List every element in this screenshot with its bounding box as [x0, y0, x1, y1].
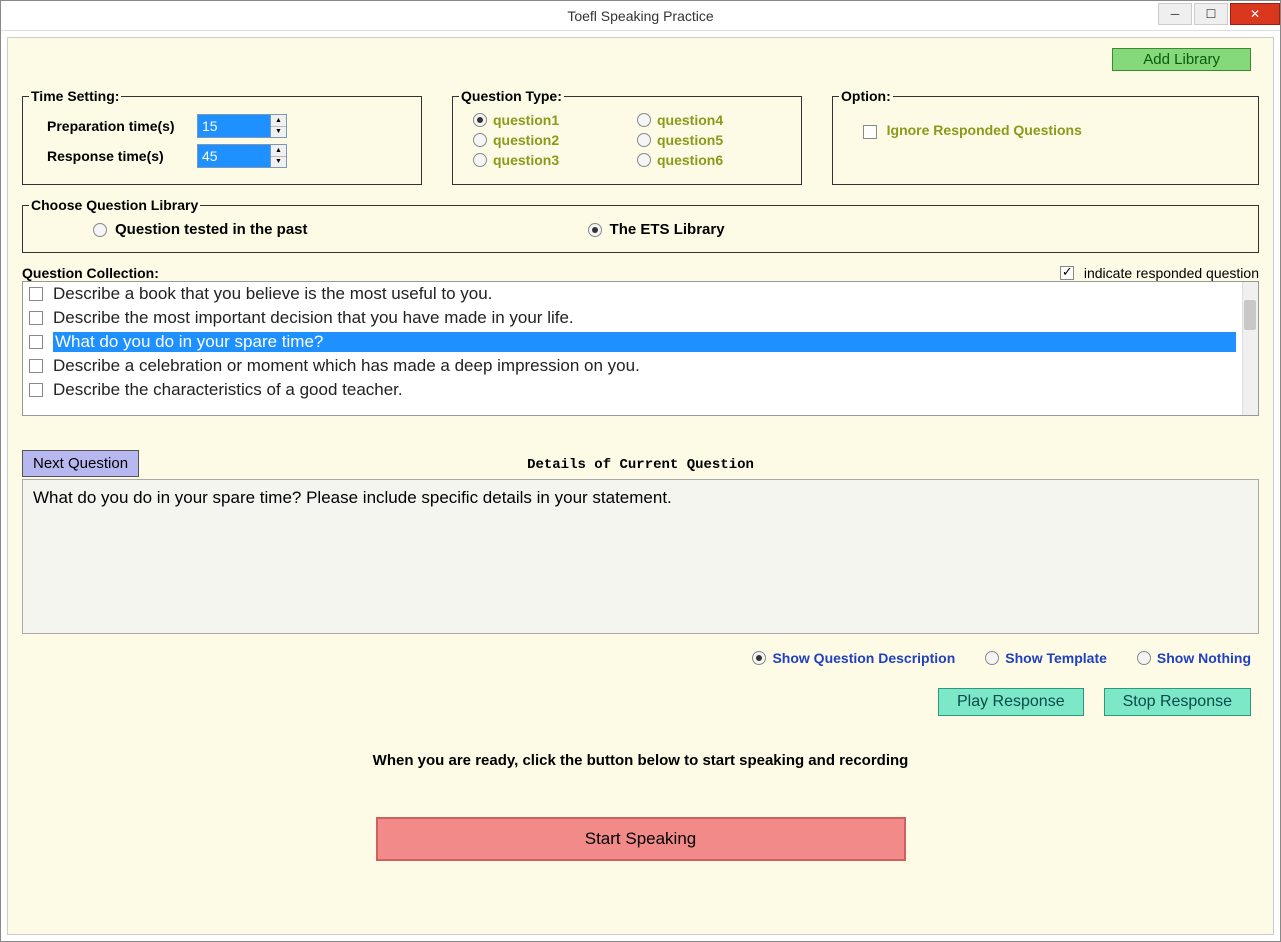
library-legend: Choose Question Library	[29, 197, 200, 213]
titlebar-controls: ─ ☐ ✕	[1158, 1, 1280, 29]
close-button[interactable]: ✕	[1230, 3, 1280, 25]
checkbox-icon	[29, 335, 43, 349]
show-description-option[interactable]: Show Question Description	[752, 650, 955, 666]
top-row: Time Setting: Preparation time(s) ▲ ▼ Re…	[22, 88, 1259, 185]
question-listbox: Describe a book that you believe is the …	[22, 281, 1259, 416]
resp-time-spinner: ▲ ▼	[197, 144, 287, 168]
next-question-button[interactable]: Next Question	[22, 450, 139, 477]
library-group: Choose Question Library Question tested …	[22, 197, 1259, 253]
show-template-option[interactable]: Show Template	[985, 650, 1107, 666]
library-row: Question tested in the past The ETS Libr…	[33, 217, 1248, 242]
prep-time-label: Preparation time(s)	[47, 118, 197, 134]
radio-icon	[473, 113, 487, 127]
time-setting-legend: Time Setting:	[29, 88, 121, 104]
radio-icon	[1137, 651, 1151, 665]
library-past-option[interactable]: Question tested in the past	[93, 221, 308, 238]
list-item[interactable]: Describe a celebration or moment which h…	[23, 354, 1242, 378]
radio-icon	[637, 133, 651, 147]
qtype-option-2[interactable]: question2	[473, 132, 617, 148]
radio-icon	[752, 651, 766, 665]
qtype-option-1[interactable]: question1	[473, 112, 617, 128]
qtype-option-5[interactable]: question5	[637, 132, 781, 148]
checkbox-icon	[1060, 266, 1074, 280]
prep-time-row: Preparation time(s) ▲ ▼	[47, 114, 411, 138]
collection-label: Question Collection:	[22, 265, 159, 281]
qtype-option-3[interactable]: question3	[473, 152, 617, 168]
checkbox-icon	[29, 359, 43, 373]
time-setting-group: Time Setting: Preparation time(s) ▲ ▼ Re…	[22, 88, 422, 185]
details-title: Details of Current Question	[22, 457, 1259, 473]
minimize-button[interactable]: ─	[1158, 3, 1192, 25]
checkbox-icon	[29, 311, 43, 325]
resp-down-button[interactable]: ▼	[271, 157, 286, 168]
checkbox-icon	[29, 287, 43, 301]
details-textbox: What do you do in your spare time? Pleas…	[22, 479, 1259, 634]
radio-icon	[93, 223, 107, 237]
radio-icon	[637, 113, 651, 127]
play-response-button[interactable]: Play Response	[938, 688, 1084, 716]
play-row: Play Response Stop Response	[22, 688, 1259, 716]
question-type-legend: Question Type:	[459, 88, 564, 104]
qtype-option-6[interactable]: question6	[637, 152, 781, 168]
question-type-group: Question Type: question1 question4 quest…	[452, 88, 802, 185]
resp-time-label: Response time(s)	[47, 148, 197, 164]
option-inner: Ignore Responded Questions	[843, 108, 1248, 153]
indicate-responded-option[interactable]: indicate responded question	[1060, 265, 1259, 281]
maximize-button[interactable]: ☐	[1194, 3, 1228, 25]
show-nothing-option[interactable]: Show Nothing	[1137, 650, 1251, 666]
resp-time-row: Response time(s) ▲ ▼	[47, 144, 411, 168]
list-item[interactable]: Describe the most important decision tha…	[23, 306, 1242, 330]
stop-response-button[interactable]: Stop Response	[1104, 688, 1251, 716]
radio-icon	[637, 153, 651, 167]
start-speaking-button[interactable]: Start Speaking	[376, 817, 906, 861]
prep-time-spinner: ▲ ▼	[197, 114, 287, 138]
scroll-thumb[interactable]	[1244, 300, 1256, 330]
option-legend: Option:	[839, 88, 893, 104]
radio-icon	[473, 133, 487, 147]
show-options-row: Show Question Description Show Template …	[22, 650, 1259, 666]
list-item[interactable]: Describe the characteristics of a good t…	[23, 378, 1242, 402]
qtype-option-4[interactable]: question4	[637, 112, 781, 128]
prep-time-input[interactable]	[198, 115, 270, 137]
library-ets-option[interactable]: The ETS Library	[588, 221, 725, 238]
content-area: Add Library Time Setting: Preparation ti…	[7, 37, 1274, 935]
list-item[interactable]: Describe a book that you believe is the …	[23, 282, 1242, 306]
titlebar: Toefl Speaking Practice ─ ☐ ✕	[1, 1, 1280, 31]
app-window: Toefl Speaking Practice ─ ☐ ✕ Add Librar…	[0, 0, 1281, 942]
radio-icon	[473, 153, 487, 167]
checkbox-icon	[29, 383, 43, 397]
option-group: Option: Ignore Responded Questions	[832, 88, 1259, 185]
radio-icon	[588, 223, 602, 237]
scrollbar[interactable]	[1242, 282, 1258, 415]
radio-icon	[985, 651, 999, 665]
resp-up-button[interactable]: ▲	[271, 145, 286, 157]
checkbox-icon	[863, 125, 877, 139]
add-library-button[interactable]: Add Library	[1112, 48, 1251, 71]
resp-time-input[interactable]	[198, 145, 270, 167]
prep-down-button[interactable]: ▼	[271, 127, 286, 138]
ready-instruction: When you are ready, click the button bel…	[22, 752, 1259, 769]
collection-header: Question Collection: indicate responded …	[22, 265, 1259, 281]
ignore-responded-option[interactable]: Ignore Responded Questions	[863, 123, 1082, 138]
question-type-grid: question1 question4 question2 question5 …	[463, 108, 791, 172]
prep-up-button[interactable]: ▲	[271, 115, 286, 127]
list-item[interactable]: What do you do in your spare time?	[23, 330, 1242, 354]
window-title: Toefl Speaking Practice	[567, 8, 713, 24]
